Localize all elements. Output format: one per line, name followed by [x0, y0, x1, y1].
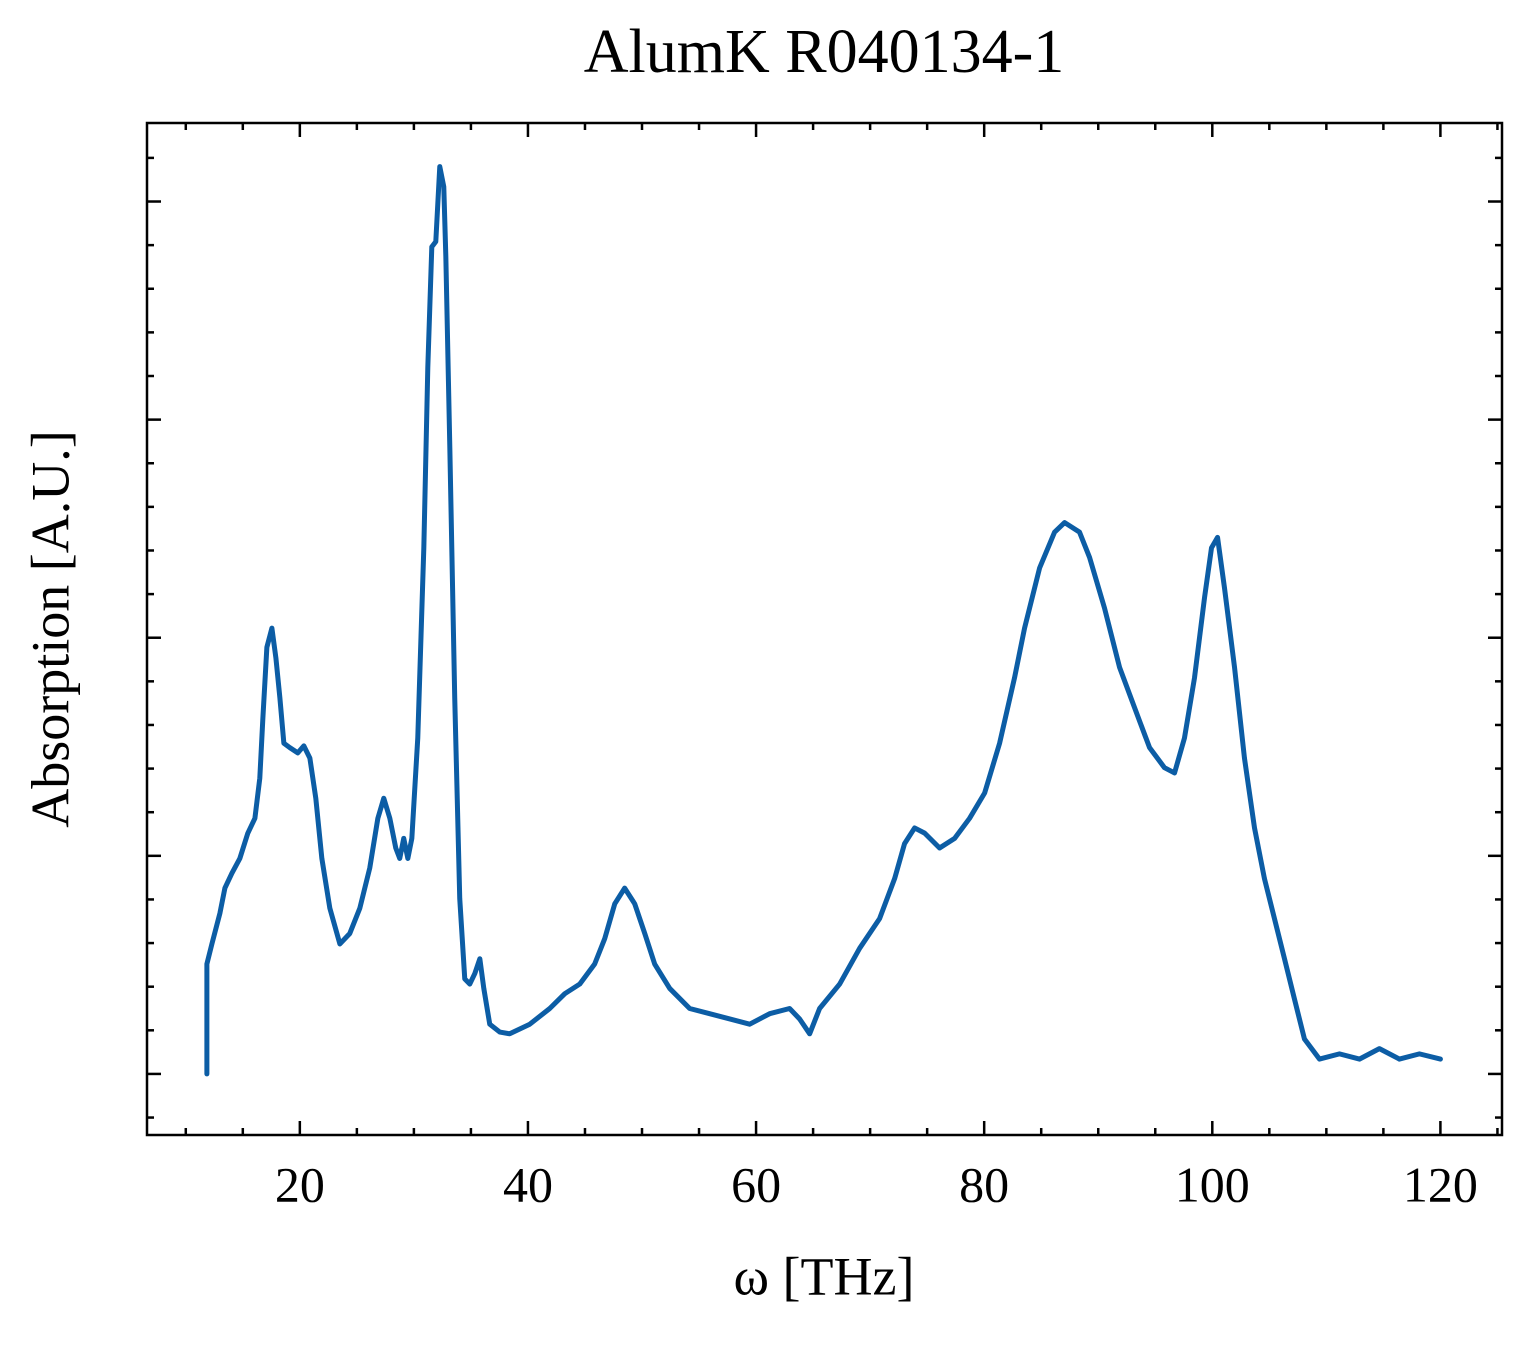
x-tick-label: 20 — [275, 1156, 325, 1212]
chart-title: AlumK R040134-1 — [584, 18, 1065, 86]
x-tick-label: 60 — [731, 1156, 781, 1212]
x-tick-label: 120 — [1403, 1156, 1478, 1212]
plot-frame — [145, 121, 1504, 1137]
data-line — [204, 164, 1443, 1077]
x-tick-label: 100 — [1175, 1156, 1250, 1212]
x-axis-label: ω [THz] — [734, 1246, 915, 1306]
x-tick-label: 40 — [503, 1156, 553, 1212]
y-axis-label: Absorption [A.U.] — [20, 430, 80, 827]
x-tick-label: 80 — [959, 1156, 1009, 1212]
